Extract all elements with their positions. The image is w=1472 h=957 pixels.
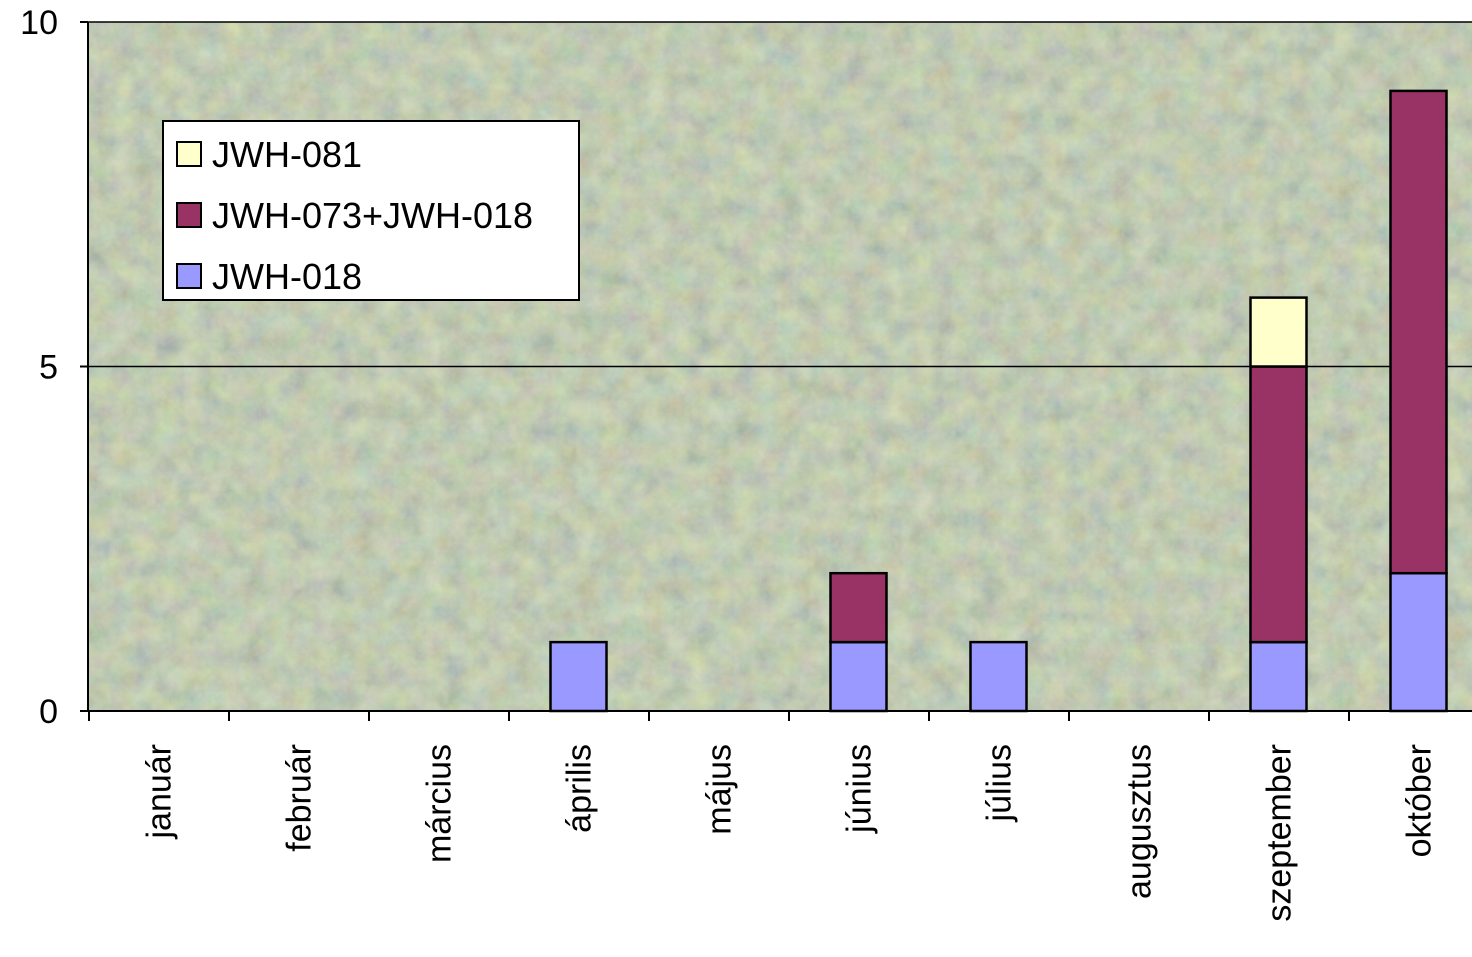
legend-swatch-jwh-073-jwh-018 [176,202,202,228]
x-category-label-október: október [1401,744,1439,857]
x-category-label-július: július [981,744,1019,822]
x-category-label-április: április [561,744,599,833]
legend-label-jwh-018: JWH-018 [212,256,362,297]
legend: JWH-081 JWH-073+JWH-018 JWH-018 [162,120,580,301]
axes [80,21,1472,721]
x-category-label-május: május [701,744,739,835]
legend-label-jwh-073-jwh-018: JWH-073+JWH-018 [212,195,533,236]
x-category-labels: január február március április május június jú… [141,744,1439,922]
y-tick-labels: 0 5 10 [20,4,58,731]
legend-box [162,120,580,301]
x-category-label-június: június [841,744,879,834]
legend-label-jwh-081: JWH-081 [212,134,362,175]
x-category-label-február: február [281,744,319,852]
bar-jwh-018-június [829,640,888,713]
bar-jwh-018-április [549,640,608,713]
grid-lines [88,21,1472,368]
bar-jwh-073-jwh-018-június [829,571,888,644]
legend-swatch-jwh-081 [176,141,202,167]
bar-jwh-073-jwh-018-szeptember [1249,365,1308,644]
bar-jwh-018-október [1389,571,1448,713]
legend-swatch-jwh-018 [176,263,202,289]
x-category-label-január: január [141,744,179,840]
bar-jwh-081-szeptember [1249,296,1308,368]
x-category-label-szeptember: szeptember [1261,744,1299,922]
bar-jwh-018-július [969,640,1028,713]
bar-jwh-018-szeptember [1249,640,1308,713]
x-category-label-augusztus: augusztus [1121,744,1159,899]
y-tick-label-5: 5 [39,349,58,387]
y-tick-label-0: 0 [39,693,58,731]
bar-jwh-073-jwh-018-október [1389,89,1448,575]
x-category-label-március: március [421,744,459,863]
y-tick-label-10: 10 [20,4,58,42]
bars [549,89,1448,713]
